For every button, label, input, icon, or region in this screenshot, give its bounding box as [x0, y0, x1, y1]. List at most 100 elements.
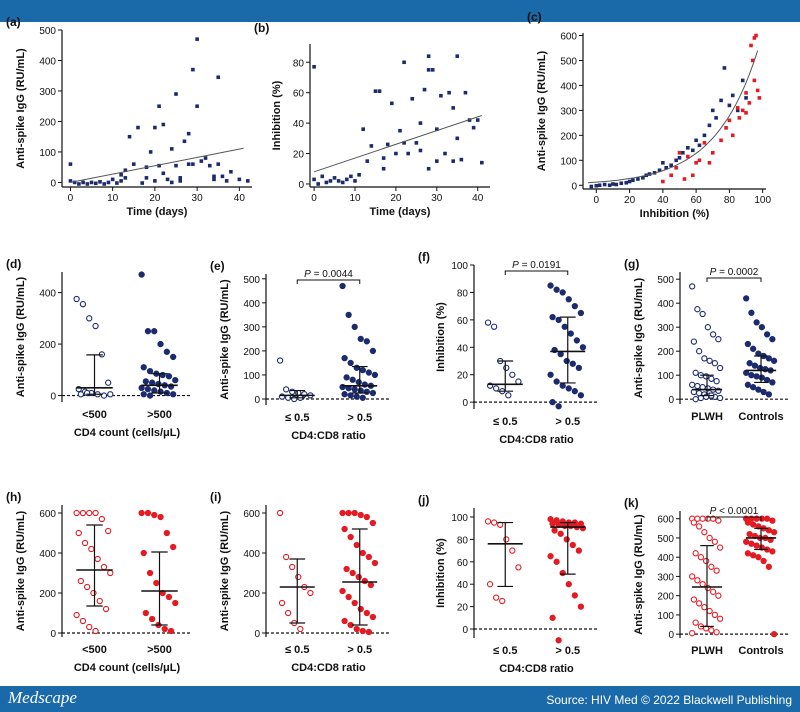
data-point	[148, 150, 153, 154]
data-point	[451, 159, 455, 163]
y-tick-label: 100	[451, 513, 468, 524]
data-point	[744, 381, 752, 388]
data-point	[339, 587, 346, 595]
data-point	[282, 386, 290, 393]
data-point	[571, 302, 578, 310]
y-tick-label: 0	[254, 629, 260, 640]
data-point	[363, 338, 370, 345]
data-point	[385, 142, 390, 147]
data-point	[631, 178, 635, 183]
y-tick-label: 300	[243, 323, 260, 334]
data-point	[351, 599, 358, 607]
y-tick-label: 400	[39, 289, 56, 300]
data-point	[715, 592, 722, 599]
data-point	[199, 159, 204, 163]
y-tick-label: 40	[293, 119, 305, 130]
data-point	[661, 179, 665, 184]
data-point	[692, 396, 699, 403]
data-point	[750, 58, 755, 63]
data-point	[740, 108, 745, 113]
data-point	[68, 179, 73, 183]
y-tick-label: 0	[668, 395, 674, 406]
data-point	[107, 391, 114, 398]
data-point	[711, 611, 719, 619]
data-point	[343, 565, 350, 573]
data-point	[381, 156, 386, 160]
data-point	[706, 357, 713, 364]
data-point	[365, 553, 372, 561]
data-point	[72, 180, 77, 185]
data-point	[203, 156, 208, 160]
data-point	[151, 328, 158, 335]
data-point	[345, 593, 352, 601]
data-point	[430, 68, 435, 72]
top-banner	[0, 0, 800, 22]
y-tick-label: 0	[571, 181, 577, 192]
data-point	[669, 163, 673, 168]
data-point	[758, 374, 766, 381]
data-point	[569, 360, 576, 367]
data-point	[212, 174, 216, 179]
data-point	[92, 627, 99, 635]
data-point	[661, 160, 665, 165]
data-point	[713, 378, 720, 385]
data-point	[737, 116, 742, 120]
data-point	[557, 530, 564, 537]
data-point	[276, 357, 284, 364]
y-tick-label: 400	[39, 549, 56, 560]
data-point	[624, 180, 629, 185]
data-point	[763, 515, 771, 522]
data-point	[278, 599, 286, 607]
data-point	[339, 282, 346, 290]
y-tick-label: 100	[657, 611, 674, 622]
data-point	[503, 536, 510, 543]
panel-label-b: (b)	[254, 21, 269, 35]
data-point	[131, 162, 136, 166]
data-point	[571, 592, 578, 599]
data-point	[704, 324, 712, 331]
data-point	[347, 533, 354, 541]
data-point	[161, 122, 166, 127]
category-label: Controls	[738, 645, 783, 657]
category-label: ≤ 0.5	[285, 644, 309, 656]
data-point	[207, 163, 212, 168]
data-point	[484, 319, 492, 326]
data-point	[748, 540, 755, 547]
data-point	[369, 519, 377, 527]
y-tick-label: 0	[668, 630, 674, 641]
data-point	[669, 173, 673, 178]
data-point	[316, 182, 320, 186]
data-point	[740, 78, 745, 83]
data-point	[363, 609, 370, 617]
data-point	[361, 127, 365, 131]
data-point	[414, 141, 419, 145]
data-point	[695, 600, 703, 607]
x-axis-label: Inhibition (%)	[640, 208, 710, 220]
data-point	[93, 181, 98, 186]
y-tick-label: 400	[657, 553, 674, 564]
data-point	[186, 131, 191, 136]
data-point	[597, 183, 602, 188]
y-tick-label: 400	[243, 299, 260, 310]
data-point	[754, 33, 758, 38]
data-point	[722, 66, 727, 70]
data-point	[755, 523, 762, 530]
x-tick-label: 40	[234, 193, 246, 204]
y-tick-label: 300	[560, 106, 577, 117]
data-point	[702, 625, 710, 632]
data-point	[172, 376, 179, 384]
data-point	[98, 515, 106, 523]
significance-bracket	[296, 279, 361, 284]
data-point	[715, 517, 722, 524]
data-point	[690, 596, 698, 603]
panel-g: (g) 0 100 200 300 400 500 Anti-spike IgG (RU/mL…	[624, 257, 788, 423]
data-point	[340, 180, 345, 185]
data-point	[769, 336, 776, 343]
data-point	[503, 364, 510, 372]
data-point	[547, 282, 554, 289]
data-point	[484, 518, 492, 525]
data-point	[357, 335, 364, 343]
data-point	[79, 509, 87, 517]
x-tick-label: 30	[192, 193, 204, 204]
